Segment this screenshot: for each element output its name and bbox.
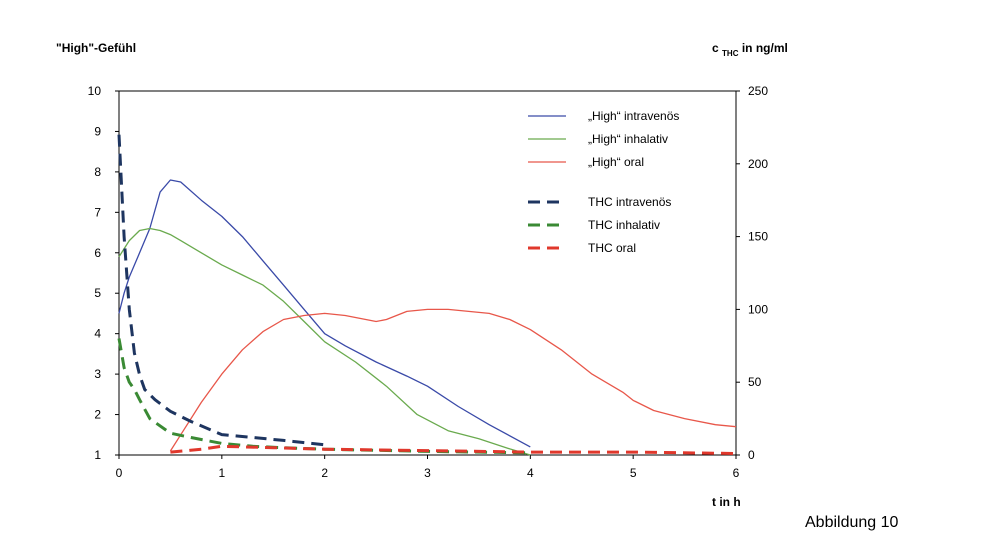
legend-label-4: THC inhalativ bbox=[588, 218, 660, 232]
y-right-tick-label: 150 bbox=[748, 230, 768, 244]
y-left-tick-label: 2 bbox=[94, 408, 101, 422]
x-tick-label: 1 bbox=[218, 466, 225, 480]
series-line-5 bbox=[170, 444, 737, 455]
y-left-tick-label: 6 bbox=[94, 246, 101, 260]
y-left-tick-label: 4 bbox=[94, 327, 101, 341]
x-tick-label: 0 bbox=[116, 466, 123, 480]
y-axis-right-title-c: c bbox=[712, 41, 719, 55]
y-left-tick-label: 9 bbox=[94, 124, 101, 138]
y-axis-right-title: c THC in ng/ml bbox=[712, 41, 788, 59]
x-tick-label: 5 bbox=[630, 466, 637, 480]
y-right-tick-label: 200 bbox=[748, 157, 768, 171]
x-tick-label: 2 bbox=[321, 466, 328, 480]
legend-label-2: „High“ oral bbox=[588, 155, 644, 169]
y-axis-right-title-sub: THC bbox=[722, 49, 739, 58]
legend-label-1: „High“ inhalativ bbox=[588, 132, 668, 146]
legend-label-5: THC oral bbox=[588, 241, 636, 255]
y-left-tick-label: 8 bbox=[94, 165, 101, 179]
legend-label-0: „High“ intravenös bbox=[588, 109, 679, 123]
x-tick-label: 6 bbox=[733, 466, 740, 480]
series-lines bbox=[117, 134, 737, 456]
x-tick-label: 3 bbox=[424, 466, 431, 480]
y-right-tick-label: 100 bbox=[748, 302, 768, 316]
x-tick-label: 4 bbox=[527, 466, 534, 480]
legend-label-3: THC intravenös bbox=[588, 195, 671, 209]
legend: „High“ intravenös „High“ inhalativ „High“ … bbox=[528, 109, 679, 255]
y-left-tick-label: 1 bbox=[94, 448, 101, 462]
y-axis-left-title: "High"-Gefühl bbox=[56, 41, 136, 55]
y-left-tick-label: 5 bbox=[94, 286, 101, 300]
x-axis-title: t in h bbox=[712, 495, 741, 509]
y-right-tick-label: 250 bbox=[748, 84, 768, 98]
series-line-4 bbox=[117, 338, 531, 455]
y-right-tick-label: 50 bbox=[748, 375, 762, 389]
series-line-1 bbox=[118, 227, 531, 456]
series-line-3 bbox=[117, 134, 325, 447]
figure-caption: Abbildung 10 bbox=[805, 514, 899, 531]
y-left-tick-label: 10 bbox=[88, 84, 102, 98]
y-axis-right-title-unit: in ng/ml bbox=[742, 41, 788, 55]
series-line-2 bbox=[169, 308, 737, 452]
y-left-tick-label: 7 bbox=[94, 205, 101, 219]
series-line-0 bbox=[118, 179, 531, 448]
y-right-tick-label: 0 bbox=[748, 448, 755, 462]
y-left-tick-label: 3 bbox=[94, 367, 101, 381]
